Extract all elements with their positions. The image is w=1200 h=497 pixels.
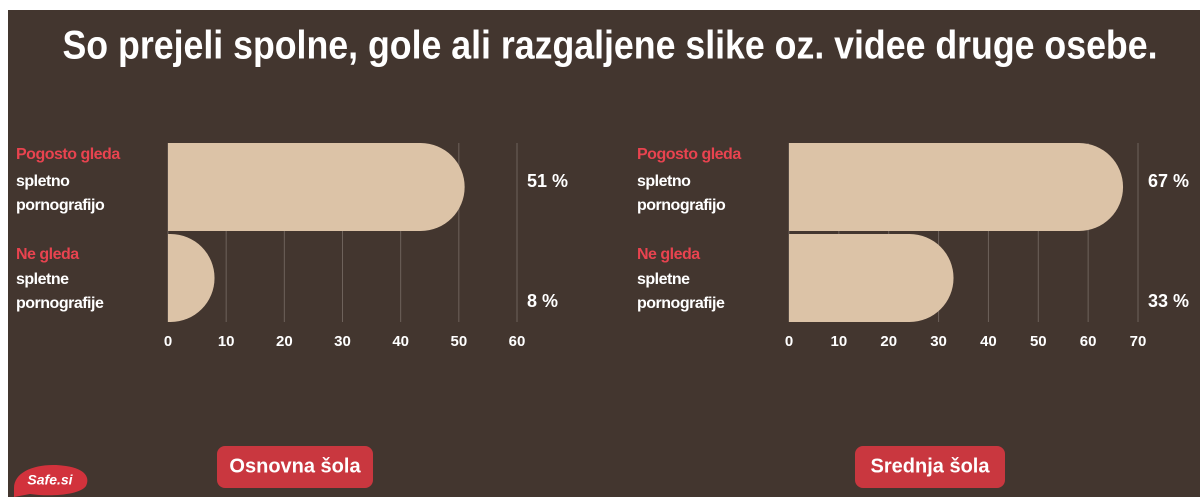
chart-button xyxy=(855,446,1005,488)
x-tick-label: 40 xyxy=(980,333,997,350)
bar xyxy=(168,143,465,231)
x-tick-label: 30 xyxy=(334,333,351,350)
category-label: pornografijo xyxy=(16,197,105,214)
bar xyxy=(168,234,215,322)
value-label: 51 % xyxy=(527,171,568,191)
category-label: spletno xyxy=(16,173,70,190)
x-tick-label: 30 xyxy=(930,333,947,350)
x-tick-label: 50 xyxy=(450,333,467,350)
x-tick-label: 0 xyxy=(785,333,793,350)
category-label: Pogosto gleda xyxy=(16,146,120,163)
bar xyxy=(789,234,954,322)
x-tick-label: 20 xyxy=(880,333,897,350)
chart-label: Osnovna šola xyxy=(229,455,361,477)
category-label: pornografijo xyxy=(637,197,726,214)
x-tick-label: 40 xyxy=(392,333,409,350)
category-label: Ne gleda xyxy=(637,246,700,263)
category-label: pornografije xyxy=(637,295,725,312)
x-tick-label: 20 xyxy=(276,333,293,350)
category-label: spletno xyxy=(637,173,691,190)
value-label: 67 % xyxy=(1148,171,1189,191)
category-label: Pogosto gleda xyxy=(637,146,741,163)
logo-shape xyxy=(14,464,88,497)
x-tick-label: 70 xyxy=(1130,333,1147,350)
chart-button xyxy=(217,446,373,488)
category-label: pornografije xyxy=(16,295,104,312)
chart-label: Srednja šola xyxy=(871,455,991,477)
logo: Safe.si xyxy=(14,464,88,497)
logo-text: Safe.si xyxy=(27,472,73,488)
x-tick-label: 50 xyxy=(1030,333,1047,350)
x-tick-label: 60 xyxy=(1080,333,1097,350)
x-tick-label: 0 xyxy=(164,333,172,350)
title: So prejeli spolne, gole ali razgaljene s… xyxy=(63,24,1158,68)
x-tick-label: 60 xyxy=(509,333,526,350)
x-tick-label: 10 xyxy=(831,333,848,350)
bar xyxy=(789,143,1124,231)
value-label: 33 % xyxy=(1148,291,1189,311)
category-label: spletne xyxy=(637,271,690,288)
value-label: 8 % xyxy=(527,291,558,311)
category-label: spletne xyxy=(16,271,69,288)
category-label: Ne gleda xyxy=(16,246,79,263)
x-tick-label: 10 xyxy=(218,333,235,350)
